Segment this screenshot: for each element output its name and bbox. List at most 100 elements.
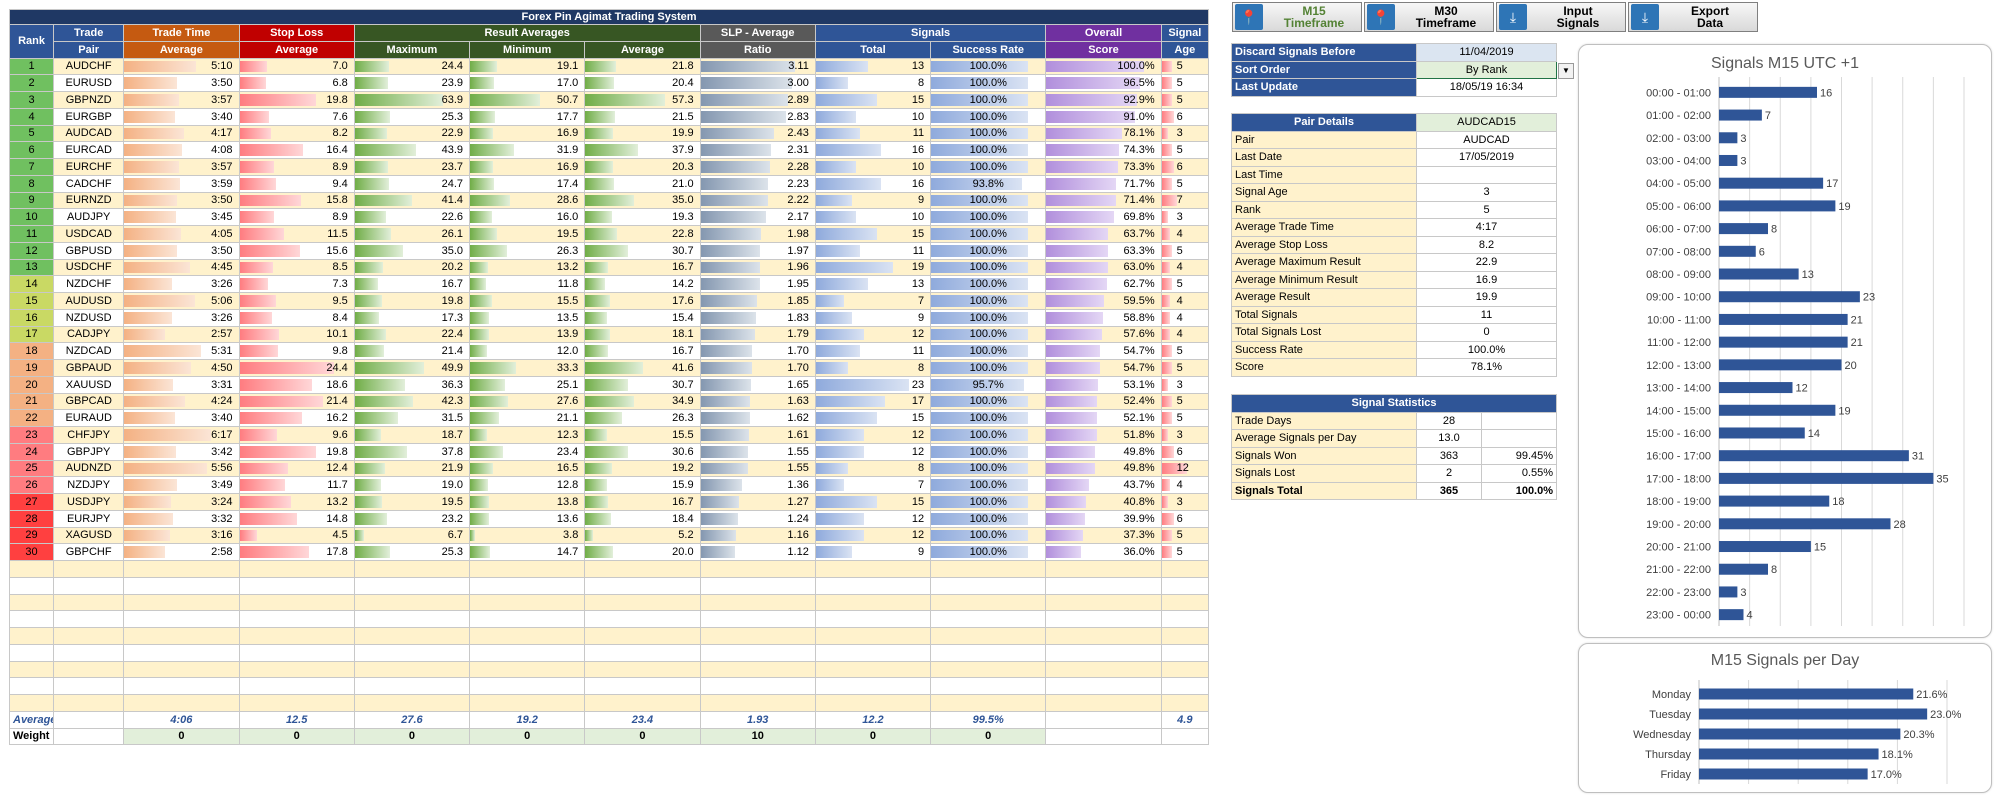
table-row[interactable]: 11 USDCAD 4:05 11.5 26.1 19.5 22.8 1.98 15 100.0%… — [8, 225, 1210, 243]
pair-cell[interactable]: CHFJPY — [53, 426, 125, 444]
bar[interactable] — [1719, 177, 1824, 189]
pair-cell[interactable]: GBPCAD — [53, 392, 125, 411]
maximum-header[interactable]: Maximum — [353, 40, 471, 59]
table-row[interactable]: 7 EURCHF 3:57 8.9 23.7 16.9 20.3 2.28 10 100.0% 73… — [8, 158, 1210, 176]
table-row[interactable]: 29 XAGUSD 3:16 4.5 6.7 3.8 5.2 1.16 12 100.0% 37.3… — [8, 526, 1210, 545]
pair-cell[interactable]: EURJPY — [53, 509, 125, 528]
table-row[interactable]: 6 EURCAD 4:08 16.4 43.9 31.9 37.9 2.31 16 100.0% 7… — [8, 141, 1210, 159]
bar[interactable] — [1719, 132, 1738, 144]
overall-header[interactable]: Overall — [1045, 24, 1162, 42]
bar[interactable] — [1719, 427, 1805, 439]
pair-cell[interactable]: EURNZD — [53, 191, 125, 210]
pair-cell[interactable]: XAGUSD — [53, 526, 125, 545]
signal-age-header[interactable]: Signal — [1160, 24, 1210, 42]
pair-cell[interactable]: CADJPY — [53, 325, 125, 344]
bar[interactable] — [1719, 563, 1768, 575]
bar[interactable] — [1719, 518, 1891, 530]
table-row[interactable]: 9 EURNZD 3:50 15.8 41.4 28.6 35.0 2.22 9 100.0% 71… — [8, 191, 1210, 210]
pair-cell[interactable]: GBPNZD — [53, 91, 125, 109]
pair-cell[interactable]: NZDCHF — [53, 275, 125, 293]
trade-time-header[interactable]: Trade Time — [123, 24, 240, 42]
bar[interactable] — [1719, 495, 1830, 507]
sort-order-select[interactable]: By Rank ▼ — [1416, 60, 1574, 79]
pair-cell[interactable]: GBPJPY — [53, 442, 125, 461]
table-row[interactable]: 18 NZDCAD 5:31 9.8 21.4 12.0 16.7 1.70 11 100.0% 5… — [8, 342, 1210, 360]
weight-time-input[interactable]: 0 — [123, 727, 240, 746]
bar[interactable] — [1699, 768, 1868, 780]
m15-timeframe-button[interactable]: 📍 M15 Timeframe — [1232, 2, 1362, 32]
table-row[interactable]: 3 GBPNZD 3:57 19.8 63.9 50.7 57.3 2.89 15 100.0% 9… — [8, 91, 1210, 109]
weight-max-input[interactable]: 0 — [353, 727, 471, 746]
table-row[interactable]: 30 GBPCHF 2:58 17.8 25.3 14.7 20.0 1.12 9 100.0% 3… — [8, 543, 1210, 561]
table-row[interactable]: 10 AUDJPY 3:45 8.9 22.6 16.0 19.3 2.17 10 100.0% 6… — [8, 208, 1210, 226]
bar[interactable] — [1699, 708, 1928, 720]
table-row[interactable]: 16 NZDUSD 3:26 8.4 17.3 13.5 15.4 1.83 9 100.0% 58… — [8, 308, 1210, 327]
total-header[interactable]: Total — [814, 40, 932, 59]
success-rate-header[interactable]: Success Rate — [930, 40, 1047, 59]
pair-cell[interactable]: XAUUSD — [53, 375, 125, 394]
table-row[interactable]: 5 AUDCAD 4:17 8.2 22.9 16.9 19.9 2.43 11 100.0% 78… — [8, 124, 1210, 143]
bar[interactable] — [1719, 109, 1762, 121]
bar[interactable] — [1719, 450, 1909, 462]
bar[interactable] — [1719, 382, 1793, 394]
table-row[interactable]: 13 USDCHF 4:45 8.5 20.2 13.2 16.7 1.96 19 100.0% 6… — [8, 258, 1210, 277]
minimum-header[interactable]: Minimum — [469, 40, 586, 59]
bar[interactable] — [1719, 404, 1836, 416]
table-row[interactable]: 1 AUDCHF 5:10 7.0 24.4 19.1 21.8 3.11 13 100.0% 10… — [8, 57, 1210, 76]
pair-cell[interactable]: NZDUSD — [53, 308, 125, 327]
table-row[interactable]: 26 NZDJPY 3:49 11.7 19.0 12.8 15.9 1.36 7 100.0% 4… — [8, 476, 1210, 494]
pair-cell[interactable]: GBPAUD — [53, 359, 125, 377]
weight-min-input[interactable]: 0 — [469, 727, 586, 746]
weight-avg-input[interactable]: 0 — [584, 727, 701, 746]
table-row[interactable]: 28 EURJPY 3:32 14.8 23.2 13.6 18.4 1.24 12 100.0%… — [8, 509, 1210, 528]
pair-cell[interactable]: CADCHF — [53, 174, 125, 193]
table-row[interactable]: 14 NZDCHF 3:26 7.3 16.7 11.8 14.2 1.95 13 100.0% 6… — [8, 275, 1210, 293]
table-row[interactable]: 25 AUDNZD 5:56 12.4 21.9 16.5 19.2 1.55 8 100.0% 4… — [8, 459, 1210, 478]
pair-cell[interactable]: USDCAD — [53, 225, 125, 243]
trade-pair-header[interactable]: Trade — [53, 24, 125, 42]
bar[interactable] — [1699, 728, 1901, 740]
bar[interactable] — [1719, 541, 1811, 553]
weight-sl-input[interactable]: 0 — [238, 727, 355, 746]
bar[interactable] — [1719, 223, 1768, 235]
export-data-button[interactable]: ⤓ Export Data — [1628, 2, 1758, 32]
table-row[interactable]: 20 XAUUSD 3:31 18.6 36.3 25.1 30.7 1.65 23 95.7% 5… — [8, 375, 1210, 394]
pair-cell[interactable]: AUDUSD — [53, 292, 125, 310]
table-row[interactable]: 15 AUDUSD 5:06 9.5 19.8 15.5 17.6 1.85 7 100.0% 59… — [8, 292, 1210, 310]
pair-cell[interactable]: EURUSD — [53, 74, 125, 92]
slp-header[interactable]: SLP - Average — [699, 24, 816, 42]
bar[interactable] — [1719, 291, 1860, 303]
pair-cell[interactable]: GBPUSD — [53, 241, 125, 260]
rank-header[interactable]: Rank — [8, 24, 55, 59]
pair-cell[interactable]: NZDJPY — [53, 476, 125, 494]
bar[interactable] — [1719, 268, 1799, 280]
pair-cell[interactable]: USDJPY — [53, 493, 125, 511]
table-row[interactable]: 24 GBPJPY 3:42 19.8 37.8 23.4 30.6 1.55 12 100.0%… — [8, 442, 1210, 461]
pair-cell[interactable]: AUDCAD — [53, 124, 125, 143]
bar[interactable] — [1719, 336, 1848, 348]
table-row[interactable]: 23 CHFJPY 6:17 9.6 18.7 12.3 15.5 1.61 12 100.0% 5… — [8, 426, 1210, 444]
bar[interactable] — [1719, 586, 1738, 598]
table-row[interactable]: 27 USDJPY 3:24 13.2 19.5 13.8 16.7 1.27 15 100.0%… — [8, 493, 1210, 511]
pair-cell[interactable]: EURCAD — [53, 141, 125, 159]
m30-timeframe-button[interactable]: 📍 M30 Timeframe — [1364, 2, 1494, 32]
discard-signals-input[interactable]: 11/04/2019 — [1416, 43, 1557, 62]
chevron-down-icon[interactable]: ▼ — [1558, 62, 1574, 79]
pair-cell[interactable]: EURAUD — [53, 409, 125, 427]
bar[interactable] — [1719, 154, 1738, 166]
table-row[interactable]: 8 CADCHF 3:59 9.4 24.7 17.4 21.0 2.23 16 93.8% 71.… — [8, 174, 1210, 193]
table-row[interactable]: 22 EURAUD 3:40 16.2 31.5 21.1 26.3 1.62 15 100.0%… — [8, 409, 1210, 427]
pair-cell[interactable]: AUDNZD — [53, 459, 125, 478]
bar[interactable] — [1719, 359, 1842, 371]
bar[interactable] — [1699, 748, 1879, 760]
bar[interactable] — [1719, 609, 1744, 621]
table-row[interactable]: 21 GBPCAD 4:24 21.4 42.3 27.6 34.9 1.63 17 100.0%… — [8, 392, 1210, 411]
pair-cell[interactable]: NZDCAD — [53, 342, 125, 360]
table-row[interactable]: 2 EURUSD 3:50 6.8 23.9 17.0 20.4 3.00 8 100.0% 96.… — [8, 74, 1210, 92]
stop-loss-header[interactable]: Stop Loss — [238, 24, 355, 42]
pair-cell[interactable]: GBPCHF — [53, 543, 125, 561]
average-header[interactable]: Average — [584, 40, 701, 59]
weight-total-input[interactable]: 0 — [814, 727, 932, 746]
bar[interactable] — [1719, 200, 1836, 212]
table-row[interactable]: 4 EURGBP 3:40 7.6 25.3 17.7 21.5 2.83 10 100.0% 91… — [8, 107, 1210, 126]
